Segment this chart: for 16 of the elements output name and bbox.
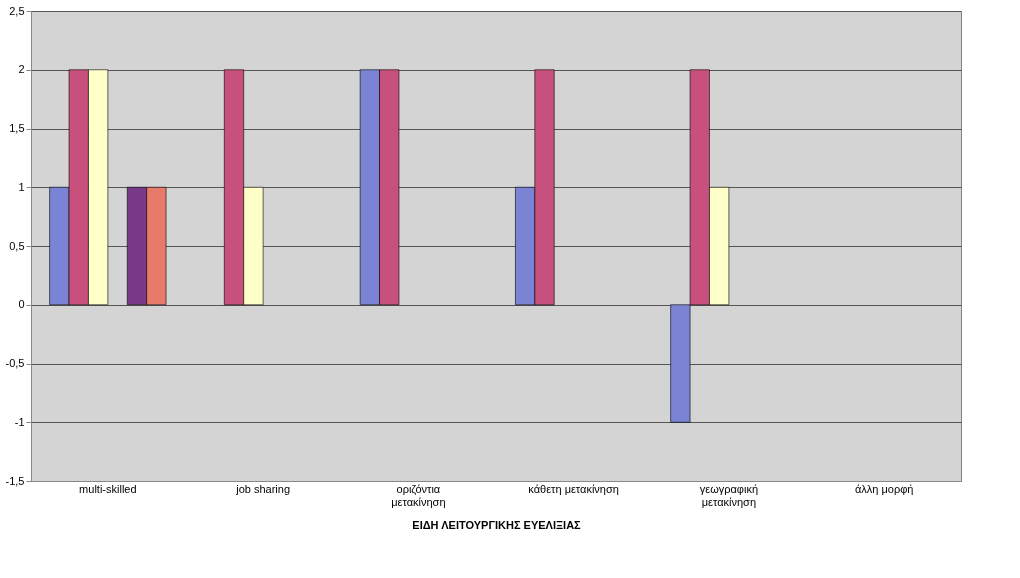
y-tick-label: -1 [14, 415, 25, 428]
x-tick-label: οριζόντια μετακίνηση [391, 482, 446, 508]
x-tick-label: γεωγραφική μετακίνηση [699, 482, 759, 508]
y-tick-label: 2 [18, 63, 25, 76]
y-tick-label: 0,5 [9, 239, 25, 252]
x-axis-title: ΕΙΔΗ ΛΕΙΤΟΥΡΓΙΚΗΣ ΕΥΕΛΙΞΙΑΣ [412, 518, 582, 531]
x-tick-label: άλλη μορφή [854, 482, 914, 495]
x-tick-label: multi-skilled [79, 482, 137, 495]
y-tick-label: 0 [18, 298, 25, 311]
y-tick-label: 1,5 [9, 122, 25, 134]
y-tick-label: 2,5 [9, 4, 25, 17]
y-tick-label: -1,5 [5, 474, 25, 487]
x-tick-label: κάθετη μετακίνηση [528, 482, 619, 495]
x-tick-label: job sharing [235, 482, 291, 495]
y-tick-label: 1 [18, 180, 25, 193]
y-tick-label: -0,5 [5, 357, 25, 369]
